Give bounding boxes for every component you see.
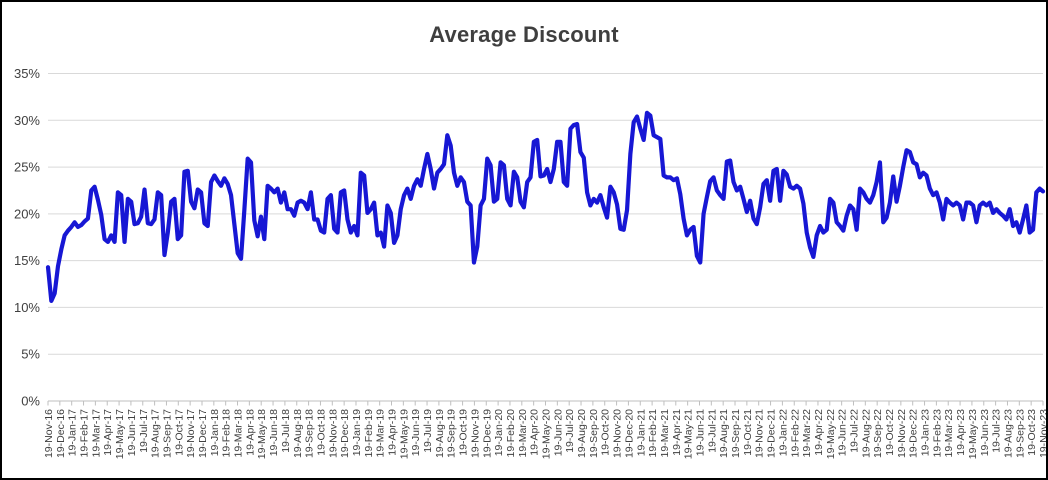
x-tick-label: 19-Dec-22 <box>908 409 920 458</box>
y-tick-label: 10% <box>14 300 40 315</box>
x-tick-label: 19-Jul-21 <box>706 409 718 453</box>
x-tick-label: 19-Jul-20 <box>564 409 576 453</box>
x-tick-label: 19-Nov-16 <box>43 409 55 458</box>
x-tick-label: 19-Aug-21 <box>718 409 730 458</box>
x-tick-label: 19-May-18 <box>256 409 268 459</box>
x-tick-label: 19-Nov-20 <box>612 409 624 458</box>
x-tick-label: 19-Nov-17 <box>185 409 197 458</box>
x-tick-label: 19-Nov-22 <box>896 409 908 458</box>
x-tick-label: 19-Jul-19 <box>422 409 434 453</box>
x-tick-label: 19-Jun-22 <box>837 409 849 456</box>
x-tick-label: 19-Jan-22 <box>777 409 789 456</box>
x-tick-label: 19-Jul-18 <box>280 409 292 453</box>
y-tick-label: 20% <box>14 206 40 221</box>
x-tick-label: 19-Oct-21 <box>742 409 754 456</box>
x-tick-label: 19-Dec-19 <box>481 409 493 458</box>
x-tick-label: 19-Oct-20 <box>600 409 612 456</box>
x-tick-label: 19-Nov-23 <box>1038 409 1048 458</box>
x-tick-label: 19-Mar-22 <box>801 409 813 458</box>
x-tick-label: 19-Feb-23 <box>931 409 943 458</box>
x-tick-label: 19-Apr-19 <box>387 409 399 456</box>
x-tick-label: 19-Apr-23 <box>955 409 967 456</box>
x-tick-label: 19-Apr-21 <box>671 409 683 456</box>
x-tick-label: 19-Nov-18 <box>327 409 339 458</box>
x-tick-label: 19-Jan-18 <box>209 409 221 456</box>
x-tick-label: 19-Jul-22 <box>848 409 860 453</box>
chart-title: Average Discount <box>429 22 619 47</box>
x-tick-label: 19-Jul-17 <box>138 409 150 453</box>
x-tick-label: 19-Aug-19 <box>434 409 446 458</box>
x-tick-label: 19-May-20 <box>541 409 553 459</box>
x-tick-label: 19-Feb-17 <box>79 409 91 458</box>
x-tick-label: 19-Dec-17 <box>197 409 209 458</box>
x-tick-label: 19-Jul-23 <box>991 409 1003 453</box>
x-tick-label: 19-May-19 <box>398 409 410 459</box>
x-tick-label: 19-May-23 <box>967 409 979 459</box>
x-tick-label: 19-Sep-22 <box>872 409 884 458</box>
x-tick-label: 19-Aug-20 <box>576 409 588 458</box>
x-tick-label: 19-Jun-19 <box>410 409 422 456</box>
x-tick-label: 19-Sep-23 <box>1014 409 1026 458</box>
y-tick-label: 35% <box>14 66 40 81</box>
x-tick-label: 19-Jan-21 <box>635 409 647 456</box>
y-tick-label: 5% <box>21 347 40 362</box>
x-tick-label: 19-Feb-18 <box>221 409 233 458</box>
x-tick-label: 19-Apr-22 <box>813 409 825 456</box>
x-tick-label: 19-Apr-18 <box>244 409 256 456</box>
x-tick-label: 19-May-21 <box>683 409 695 459</box>
x-tick-label: 19-May-17 <box>114 409 126 459</box>
x-tick-label: 19-Aug-18 <box>292 409 304 458</box>
x-tick-label: 19-Jan-19 <box>351 409 363 456</box>
x-tick-label: 19-Jun-18 <box>268 409 280 456</box>
x-tick-label: 19-May-22 <box>825 409 837 459</box>
x-tick-label: 19-Oct-23 <box>1026 409 1038 456</box>
x-tick-label: 19-Nov-19 <box>469 409 481 458</box>
x-tick-label: 19-Sep-18 <box>304 409 316 458</box>
x-tick-label: 19-Oct-22 <box>884 409 896 456</box>
x-tick-label: 19-Sep-19 <box>446 409 458 458</box>
x-tick-label: 19-Jun-20 <box>552 409 564 456</box>
x-tick-label: 19-Jun-17 <box>126 409 138 456</box>
y-tick-label: 15% <box>14 253 40 268</box>
x-tick-label: 19-Feb-20 <box>505 409 517 458</box>
x-tick-label: 19-Jan-17 <box>67 409 79 456</box>
x-tick-label: 19-Feb-21 <box>647 409 659 458</box>
x-tick-label: 19-Mar-19 <box>375 409 387 458</box>
x-tick-label: 19-Aug-23 <box>1002 409 1014 458</box>
x-tick-label: 19-Dec-21 <box>766 409 778 458</box>
x-tick-label: 19-Sep-17 <box>161 409 173 458</box>
x-tick-label: 19-Jun-21 <box>694 409 706 456</box>
x-tick-label: 19-Sep-20 <box>588 409 600 458</box>
y-tick-label: 30% <box>14 113 40 128</box>
x-tick-label: 19-Apr-17 <box>102 409 114 456</box>
x-tick-label: 19-Mar-23 <box>943 409 955 458</box>
x-tick-label: 19-Dec-16 <box>55 409 67 458</box>
x-tick-label: 19-Sep-21 <box>730 409 742 458</box>
x-tick-label: 19-Aug-17 <box>150 409 162 458</box>
x-tick-label: 19-Mar-18 <box>233 409 245 458</box>
y-tick-label: 0% <box>21 394 40 409</box>
discount-line-series <box>45 110 1046 303</box>
x-tick-label: 19-Jan-20 <box>493 409 505 456</box>
x-tick-label: 19-Dec-18 <box>339 409 351 458</box>
x-tick-label: 19-Oct-17 <box>173 409 185 456</box>
x-tick-label: 19-Oct-18 <box>315 409 327 456</box>
y-tick-label: 25% <box>14 160 40 175</box>
x-tick-label: 19-Mar-20 <box>517 409 529 458</box>
x-tick-label: 19-Feb-22 <box>789 409 801 458</box>
x-tick-label: 19-Apr-20 <box>529 409 541 456</box>
x-tick-label: 19-Jan-23 <box>920 409 932 456</box>
x-tick-label: 19-Dec-20 <box>623 409 635 458</box>
x-tick-label: 19-Nov-21 <box>754 409 766 458</box>
x-tick-label: 19-Mar-17 <box>90 409 102 458</box>
x-tick-label: 19-Mar-21 <box>659 409 671 458</box>
x-tick-label: 19-Feb-19 <box>363 409 375 458</box>
x-tick-label: 19-Aug-22 <box>860 409 872 458</box>
x-tick-label: 19-Oct-19 <box>458 409 470 456</box>
x-tick-label: 19-Jun-23 <box>979 409 991 456</box>
